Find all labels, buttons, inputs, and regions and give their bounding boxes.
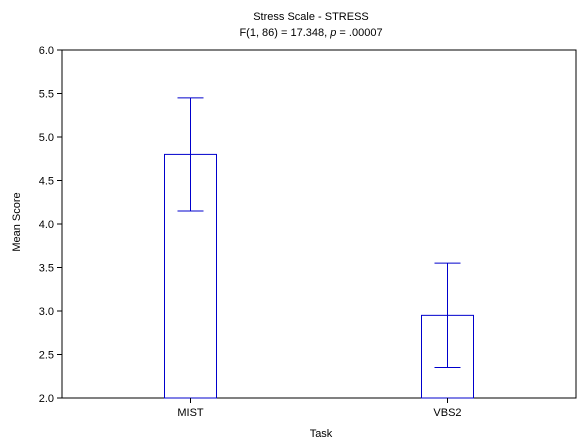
subtitle-suffix: = .00007: [336, 27, 382, 39]
y-tick-label: 3.0: [39, 306, 54, 318]
y-tick-label: 2.5: [39, 350, 54, 362]
y-tick-label: 2.0: [39, 393, 54, 405]
plot-area: 2.0 2.5 3.0 3.5 4.0 4.5 5.0 5.5 6.0 MIST VBS2: [39, 45, 577, 419]
y-tick-label: 4.0: [39, 219, 54, 231]
y-tick-label: 5.0: [39, 132, 54, 144]
chart-subtitle: F(1, 86) = 17.348, p = .00007: [239, 27, 382, 39]
chart-title: Stress Scale - STRESS: [253, 11, 369, 23]
y-tick-label: 5.5: [39, 89, 54, 101]
plot-frame: [61, 49, 577, 399]
subtitle-prefix: F(1, 86) = 17.348,: [239, 27, 330, 39]
y-axis-title: Mean Score: [11, 192, 23, 251]
y-tick-label: 4.5: [39, 176, 54, 188]
subtitle-p: p: [329, 27, 336, 39]
y-tick-label: 3.5: [39, 263, 54, 275]
y-tick-label: 6.0: [39, 45, 54, 57]
x-axis-title: Task: [310, 428, 333, 440]
x-tick-label-vbs2: VBS2: [433, 407, 461, 419]
x-tick-label-mist: MIST: [177, 407, 204, 419]
